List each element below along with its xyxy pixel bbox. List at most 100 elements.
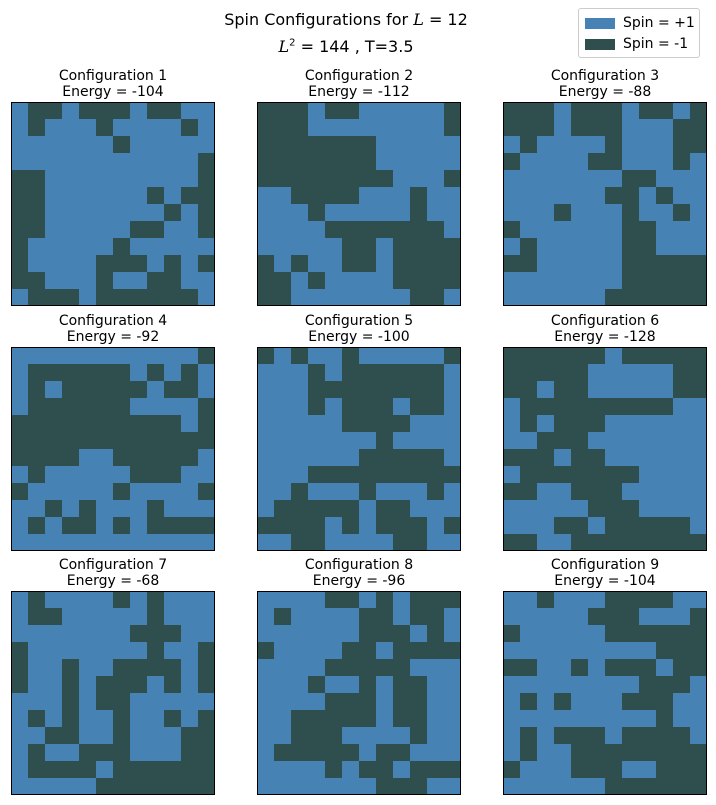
spin-cell [393,170,411,188]
spin-cell [520,364,538,382]
spin-cell [325,153,343,171]
spin-cell [554,500,572,518]
spin-cell [656,591,674,609]
spin-cell [605,591,623,609]
spin-cell [342,289,360,306]
energy-label: Energy = -112 [308,84,410,100]
spin-cell [325,187,343,205]
spin-cell [147,153,165,171]
spin-cell [130,153,148,171]
spin-cell [690,398,707,416]
spin-cell [588,744,606,762]
spin-cell [164,744,182,762]
spin-cell [393,102,411,120]
spin-cell [96,170,114,188]
spin-cell [605,289,623,306]
spin-cell [537,500,555,518]
spin-cell [376,102,394,120]
configuration-label: Configuration 2 [304,68,414,84]
spin-cell [130,466,148,484]
spin-cell [257,221,275,239]
spin-cell [554,466,572,484]
spin-cell [376,153,394,171]
spin-cell [359,534,377,551]
spin-cell [113,608,131,626]
energy-label: Energy = -100 [308,329,410,345]
spin-cell [503,449,521,467]
spin-cell [588,517,606,535]
spin-cell [130,119,148,137]
spin-cell [537,381,555,399]
spin-cell [690,710,707,728]
spin-cell [673,534,691,551]
spin-cell [130,381,148,399]
spin-cell [503,744,521,762]
lattice-1 [11,102,215,306]
spin-cell [571,272,589,290]
spin-cell [690,153,707,171]
spin-cell [639,534,657,551]
spin-cell [45,432,63,450]
spin-cell [622,449,640,467]
spin-cell [520,153,538,171]
spin-cell [308,272,326,290]
spin-cell [427,642,445,660]
spin-cell [690,466,707,484]
spin-cell [520,415,538,433]
spin-cell [673,119,691,137]
spin-cell [393,500,411,518]
spin-cell [257,517,275,535]
spin-cell [673,272,691,290]
spin-cell [11,272,29,290]
spin-cell [571,398,589,416]
spin-cell [605,500,623,518]
spin-cell [622,432,640,450]
spin-cell [639,517,657,535]
spin-cell [28,289,46,306]
spin-cell [62,102,80,120]
spin-cell [257,608,275,626]
spin-cell [164,727,182,745]
spin-cell [656,659,674,677]
energy-label: Energy = -104 [554,573,656,589]
spin-cell [308,761,326,779]
spin-cell [62,153,80,171]
spin-cell [359,483,377,501]
spin-cell [410,659,428,677]
spin-cell [605,238,623,256]
spin-cell [656,608,674,626]
spin-cell [690,727,707,745]
spin-cell [393,642,411,660]
spin-cell [342,364,360,382]
spin-cell [11,625,29,643]
spin-cell [520,136,538,154]
spin-cell [62,432,80,450]
spin-cell [427,204,445,222]
spin-cell [639,744,657,762]
spin-cell [291,591,309,609]
spin-cell [639,778,657,795]
spin-cell [257,415,275,433]
spin-cell [503,415,521,433]
spin-cell [28,642,46,660]
spin-cell [622,710,640,728]
spin-cell [554,534,572,551]
spin-cell [376,625,394,643]
spin-cell [62,534,80,551]
spin-cell [45,398,63,416]
spin-cell [164,710,182,728]
spin-cell [79,710,97,728]
spin-cell [554,761,572,779]
spin-cell [96,642,114,660]
spin-cell [257,676,275,694]
lattice-frame [11,347,215,551]
spin-cell [588,466,606,484]
spin-cell [622,676,640,694]
spin-cell [444,364,461,382]
spin-cell [359,659,377,677]
spin-cell [181,187,199,205]
spin-cell [520,534,538,551]
spin-cell [147,221,165,239]
spin-cell [690,500,707,518]
spin-cell [520,170,538,188]
